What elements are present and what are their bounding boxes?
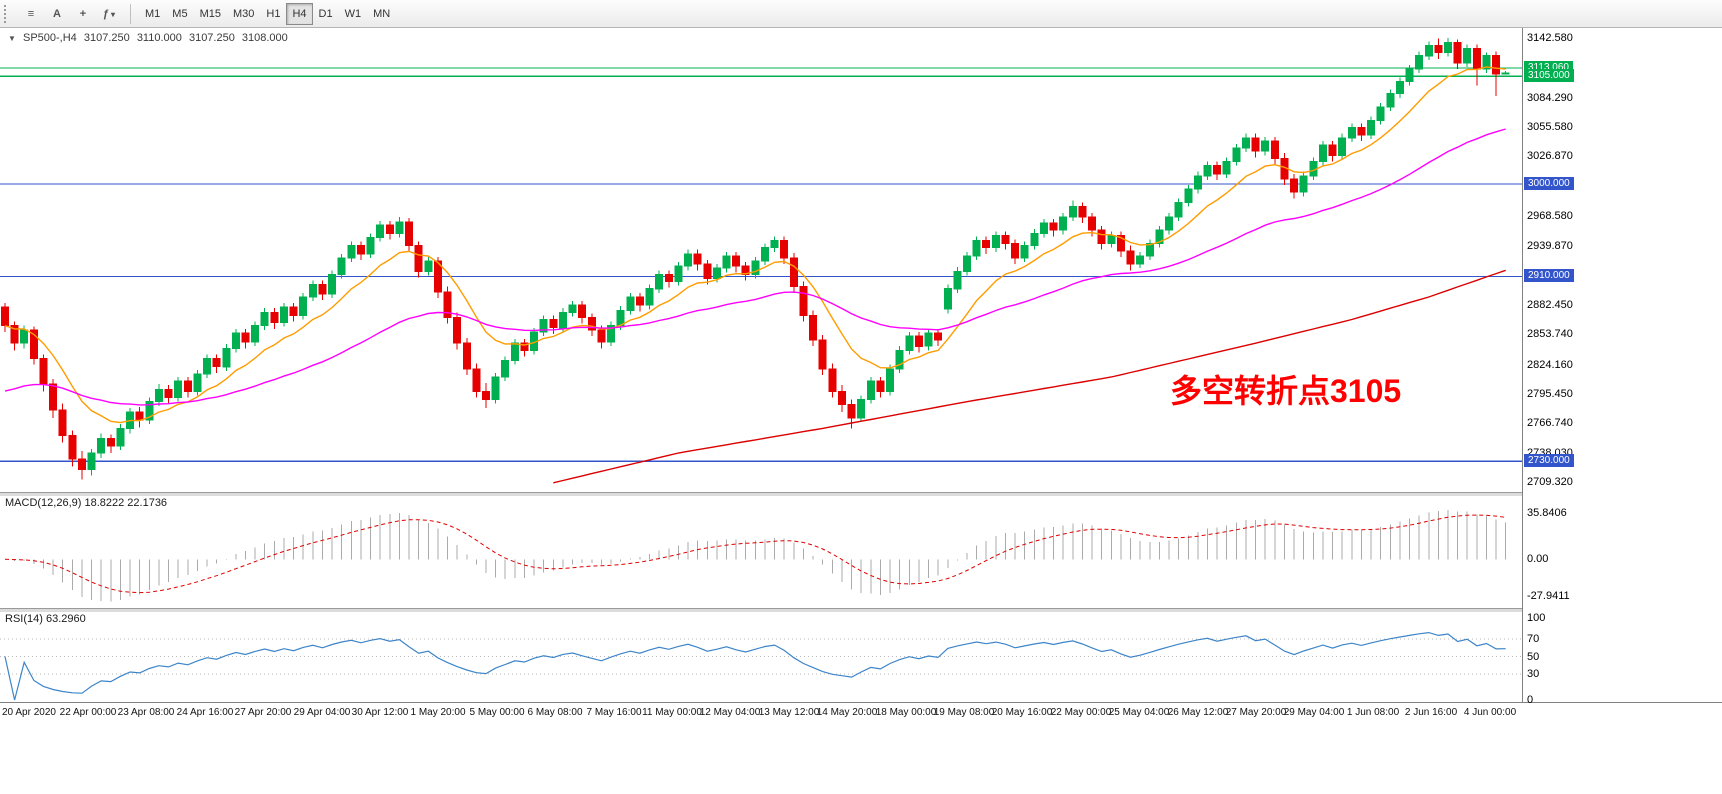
price-scale-label: 3026.870 [1527, 150, 1573, 162]
price-scale[interactable]: 3142.580 3084.290 3055.580 3026.870 2968.580… [1522, 28, 1722, 706]
timeframe-button-group: M1 M5 M15 M30 H1 H4 D1 W1 MN [139, 2, 396, 25]
macd-panel[interactable] [0, 495, 1522, 608]
timeframe-button-m30[interactable]: M30 [227, 3, 260, 25]
quote-low: 3107.250 [188, 32, 235, 44]
text-tool-icon-glyph: A [53, 7, 61, 20]
time-axis-label: 27 May 20:00 [1225, 707, 1287, 718]
annotation-text[interactable]: 多空转折点3105 [1170, 373, 1402, 409]
rsi-scale-label: 0 [1527, 694, 1534, 706]
time-axis-label: 26 May 12:00 [1167, 707, 1229, 718]
macd-scale-label: 35.8406 [1527, 507, 1567, 519]
time-axis-label: 29 May 04:00 [1283, 707, 1345, 718]
ma-mid-magenta [4, 128, 1506, 406]
timeframe-button-h4[interactable]: H4 [286, 2, 313, 25]
rsi-scale-label: 30 [1527, 668, 1540, 680]
price-scale-label: 2795.450 [1527, 388, 1573, 400]
crosshair-icon[interactable]: + [70, 3, 96, 25]
toolbar: ≡ A + ƒ ▾ M1 M5 M15 M30 H1 H4 D1 W1 MN [0, 0, 1722, 28]
time-axis-label: 14 May 20:00 [816, 707, 878, 718]
quote-open: 3107.250 [83, 32, 130, 44]
text-tool-icon[interactable]: A [44, 3, 70, 25]
time-axis-label: 18 May 00:00 [875, 707, 937, 718]
time-axis-label: 22 May 00:00 [1050, 707, 1112, 718]
timeframe-button-mn[interactable]: MN [367, 3, 396, 25]
dropdown-caret-icon: ▾ [111, 9, 116, 19]
quote-header: ▼ SP500-,H4 3107.250 3110.000 3107.250 3… [8, 32, 292, 44]
price-scale-badge: 2730.000 [1524, 454, 1574, 467]
time-axis-label: 20 May 16:00 [991, 707, 1053, 718]
panel-divider[interactable] [0, 608, 1722, 613]
timeframe-button-w1[interactable]: W1 [339, 3, 368, 25]
time-axis-label: 4 Jun 00:00 [1463, 707, 1517, 718]
time-axis-label: 13 May 12:00 [758, 707, 820, 718]
timeframe-button-m5[interactable]: M5 [166, 3, 193, 25]
rsi-scale-label: 100 [1527, 612, 1546, 624]
rsi-label: RSI(14) 63.2960 [5, 613, 86, 625]
time-axis-label: 29 Apr 04:00 [293, 707, 351, 718]
price-scale-label: 3055.580 [1527, 121, 1573, 133]
ma-slow-red [553, 269, 1506, 484]
price-scale-label: 2939.870 [1527, 240, 1573, 252]
price-scale-label: 2709.320 [1527, 476, 1573, 488]
price-scale-label: 3084.290 [1527, 92, 1573, 104]
macd-label: MACD(12,26,9) 18.8222 22.1736 [5, 497, 168, 509]
rsi-scale-label: 50 [1527, 651, 1540, 663]
timeframe-button-d1[interactable]: D1 [313, 3, 339, 25]
timeframe-button-m1[interactable]: M1 [139, 3, 166, 25]
time-axis-label: 5 May 00:00 [469, 707, 525, 718]
price-scale-label: 2824.160 [1527, 359, 1573, 371]
price-scale-label: 2968.580 [1527, 210, 1573, 222]
main-chart[interactable] [0, 28, 1522, 492]
price-scale-badge: 3105.000 [1524, 69, 1574, 82]
time-axis-label: 7 May 16:00 [586, 707, 642, 718]
time-axis-label: 2 Jun 16:00 [1404, 707, 1458, 718]
time-axis-label: 27 Apr 20:00 [234, 707, 292, 718]
time-axis-label: 6 May 08:00 [527, 707, 583, 718]
macd-scale-label: -27.9411 [1527, 590, 1570, 602]
time-axis-label: 11 May 00:00 [642, 707, 702, 718]
crosshair-icon-glyph: + [79, 7, 87, 20]
timeframe-button-h1[interactable]: H1 [260, 3, 286, 25]
ma-fast-orange [4, 66, 1506, 424]
macd-signal-line [4, 514, 1506, 594]
rsi-line [4, 631, 1506, 701]
rsi-scale-label: 70 [1527, 633, 1540, 645]
quote-high: 3110.000 [136, 32, 182, 44]
time-axis[interactable]: 20 Apr 2020 22 Apr 00:00 23 Apr 08:00 24 Ap… [0, 702, 1722, 725]
tool-icon-group: ≡ A + ƒ ▾ [18, 3, 122, 25]
price-scale-label: 2882.450 [1527, 299, 1573, 311]
macd-histogram [14, 509, 1507, 602]
indicators-icon[interactable]: ƒ ▾ [96, 3, 122, 25]
toolbar-separator [130, 3, 131, 24]
chart-list-icon-glyph: ≡ [27, 7, 35, 20]
time-axis-label: 24 Apr 16:00 [176, 707, 234, 718]
price-scale-label: 3142.580 [1527, 32, 1573, 44]
time-axis-label: 19 May 08:00 [933, 707, 995, 718]
time-axis-label: 25 May 04:00 [1108, 707, 1170, 718]
time-axis-label: 30 Apr 12:00 [351, 707, 409, 718]
time-axis-label: 12 May 04:00 [699, 707, 761, 718]
time-axis-label: 20 Apr 2020 [2, 707, 56, 718]
time-axis-label: 23 Apr 08:00 [117, 707, 175, 718]
candles [1, 37, 1510, 480]
time-axis-label: 1 Jun 08:00 [1346, 707, 1400, 718]
price-scale-badge: 3000.000 [1524, 177, 1574, 190]
indicators-icon-glyph: ƒ [102, 7, 110, 20]
symbol-label: SP500-,H4 [22, 32, 77, 44]
quote-close: 3108.000 [241, 32, 288, 44]
collapse-icon[interactable]: ▼ [8, 34, 16, 43]
price-scale-label: 2853.740 [1527, 328, 1573, 340]
toolbar-grip[interactable] [4, 4, 11, 23]
panel-divider[interactable] [0, 492, 1722, 497]
price-scale-label: 2766.740 [1527, 417, 1573, 429]
timeframe-button-m15[interactable]: M15 [194, 3, 227, 25]
chart-list-icon[interactable]: ≡ [18, 3, 44, 25]
macd-scale-label: 0.00 [1527, 553, 1549, 565]
time-axis-label: 22 Apr 00:00 [59, 707, 117, 718]
time-axis-label: 1 May 20:00 [410, 707, 466, 718]
rsi-panel[interactable] [0, 611, 1522, 702]
price-scale-badge: 2910.000 [1524, 269, 1574, 282]
